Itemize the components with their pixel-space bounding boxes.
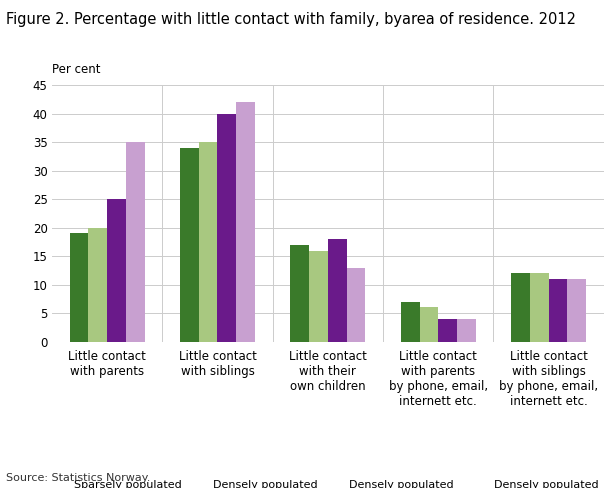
Bar <box>401 302 420 342</box>
Bar <box>328 239 346 342</box>
Bar <box>457 319 476 342</box>
Bar <box>180 148 199 342</box>
Text: Figure 2. Percentage with little contact with family, byarea of residence. 2012: Figure 2. Percentage with little contact… <box>6 12 576 27</box>
Bar <box>70 233 88 342</box>
Bar <box>530 273 548 342</box>
Bar <box>88 228 107 342</box>
Bar <box>290 245 309 342</box>
Bar <box>567 279 586 342</box>
Bar <box>548 279 567 342</box>
Bar <box>217 114 236 342</box>
Legend: Sparsely populated
areas less than
200 inhabitants, Densely populated
area, 0-20: Sparsely populated areas less than 200 i… <box>52 480 604 488</box>
Bar <box>107 199 126 342</box>
Text: Source: Statistics Norway.: Source: Statistics Norway. <box>6 473 151 483</box>
Bar <box>438 319 457 342</box>
Bar <box>199 142 218 342</box>
Bar <box>346 267 365 342</box>
Bar <box>420 307 438 342</box>
Bar <box>126 142 145 342</box>
Bar <box>309 250 328 342</box>
Bar <box>511 273 530 342</box>
Bar <box>236 102 255 342</box>
Text: Per cent: Per cent <box>52 62 101 76</box>
